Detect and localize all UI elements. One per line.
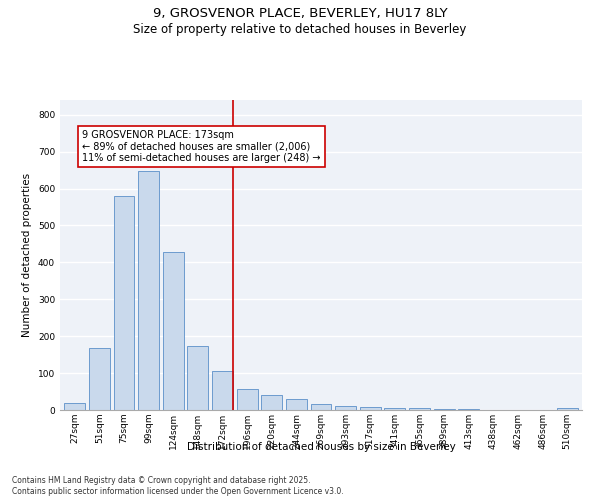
- Bar: [311, 404, 331, 410]
- Bar: [187, 346, 208, 410]
- Bar: [113, 196, 134, 410]
- Text: Contains public sector information licensed under the Open Government Licence v3: Contains public sector information licen…: [12, 488, 344, 496]
- Bar: [434, 409, 455, 410]
- Bar: [360, 407, 381, 410]
- Bar: [557, 408, 578, 410]
- Bar: [458, 409, 479, 410]
- Bar: [138, 171, 159, 410]
- Bar: [286, 399, 307, 410]
- Bar: [89, 348, 110, 410]
- Bar: [212, 371, 233, 410]
- Text: 9 GROSVENOR PLACE: 173sqm
← 89% of detached houses are smaller (2,006)
11% of se: 9 GROSVENOR PLACE: 173sqm ← 89% of detac…: [82, 130, 320, 162]
- Bar: [385, 408, 406, 410]
- Text: Contains HM Land Registry data © Crown copyright and database right 2025.: Contains HM Land Registry data © Crown c…: [12, 476, 311, 485]
- Text: Size of property relative to detached houses in Beverley: Size of property relative to detached ho…: [133, 22, 467, 36]
- Text: 9, GROSVENOR PLACE, BEVERLEY, HU17 8LY: 9, GROSVENOR PLACE, BEVERLEY, HU17 8LY: [152, 8, 448, 20]
- Bar: [261, 394, 282, 410]
- Bar: [163, 252, 184, 410]
- Bar: [409, 408, 430, 410]
- Bar: [335, 406, 356, 410]
- Bar: [64, 402, 85, 410]
- Y-axis label: Number of detached properties: Number of detached properties: [22, 173, 32, 337]
- Bar: [236, 388, 257, 410]
- Text: Distribution of detached houses by size in Beverley: Distribution of detached houses by size …: [187, 442, 455, 452]
